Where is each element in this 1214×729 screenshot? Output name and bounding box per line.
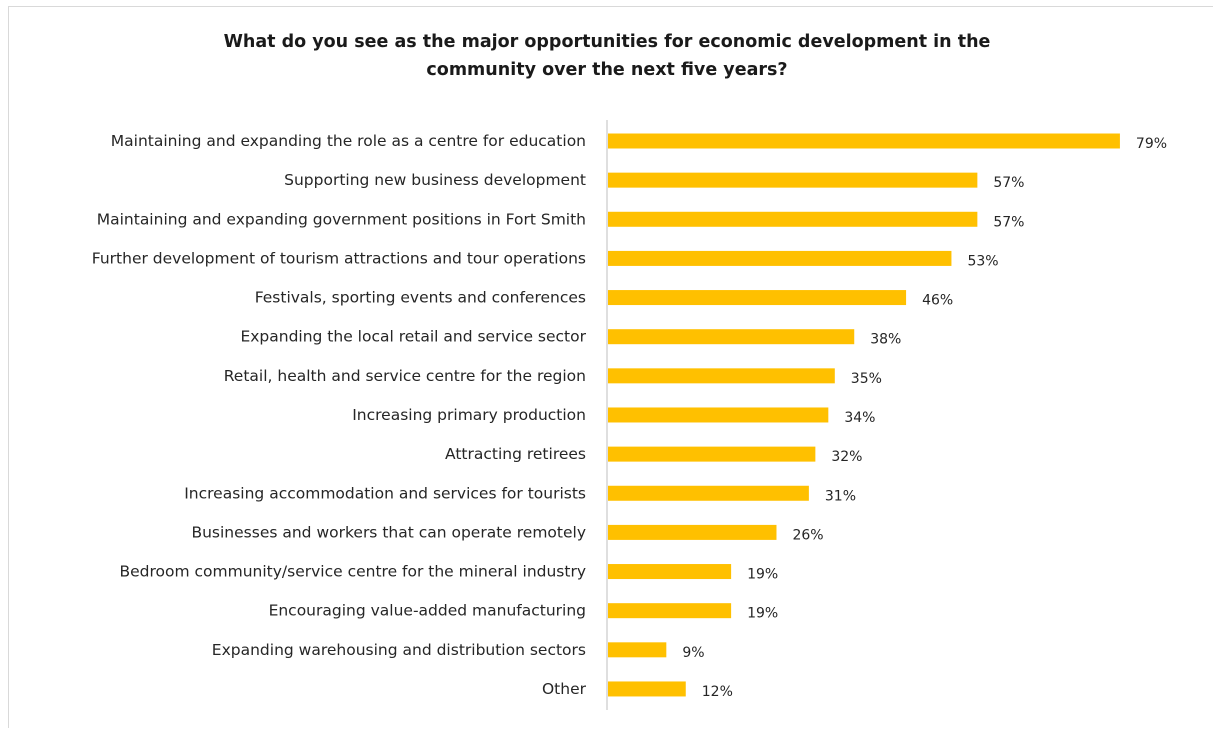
data-label: 38% [870, 332, 901, 348]
plot-area: Maintaining and expanding the role as a … [92, 120, 1167, 710]
bar [608, 133, 1120, 149]
bar [608, 290, 907, 306]
bar [608, 329, 855, 345]
data-label: 53% [967, 253, 998, 269]
category-label: Increasing accommodation and services fo… [184, 484, 586, 502]
category-label: Attracting retirees [445, 445, 586, 463]
data-label: 46% [922, 293, 953, 309]
category-label: Bedroom community/service centre for the… [119, 563, 586, 581]
data-label: 26% [792, 527, 823, 543]
data-label: 35% [851, 371, 882, 387]
category-label: Maintaining and expanding government pos… [97, 210, 586, 228]
bar [608, 564, 732, 580]
data-label: 19% [747, 606, 778, 622]
category-label: Supporting new business development [284, 171, 586, 189]
category-label: Festivals, sporting events and conferenc… [255, 289, 586, 307]
data-label: 34% [844, 410, 875, 426]
bar [608, 485, 809, 501]
bar [608, 172, 978, 188]
bar [608, 211, 978, 227]
category-label: Retail, health and service centre for th… [224, 367, 586, 385]
bar [608, 446, 816, 462]
category-label: Encouraging value-added manufacturing [269, 602, 586, 620]
data-label: 12% [702, 684, 733, 700]
category-label: Expanding the local retail and service s… [240, 328, 586, 346]
chart-title-line-1: What do you see as the major opportuniti… [223, 32, 991, 52]
bar [608, 407, 829, 423]
bar [608, 603, 732, 619]
category-label: Expanding warehousing and distribution s… [212, 641, 586, 659]
bar [608, 642, 667, 658]
category-label: Maintaining and expanding the role as a … [111, 132, 586, 150]
category-label: Businesses and workers that can operate … [191, 523, 586, 541]
data-label: 31% [825, 488, 856, 504]
chart-frame [8, 6, 1213, 728]
category-label: Increasing primary production [352, 406, 586, 424]
category-label: Further development of tourism attractio… [92, 249, 586, 267]
data-label: 57% [993, 214, 1024, 230]
category-label: Other [542, 680, 587, 698]
data-label: 32% [831, 449, 862, 465]
bar [608, 681, 686, 697]
data-label: 19% [747, 567, 778, 583]
data-label: 57% [993, 175, 1024, 191]
bar [608, 368, 835, 384]
data-label: 79% [1136, 136, 1167, 152]
chart-title: What do you see as the major opportuniti… [0, 28, 1214, 84]
bar [608, 250, 952, 266]
chart-title-line-2: community over the next five years? [426, 60, 788, 80]
data-label: 9% [682, 645, 704, 661]
bar [608, 524, 777, 540]
